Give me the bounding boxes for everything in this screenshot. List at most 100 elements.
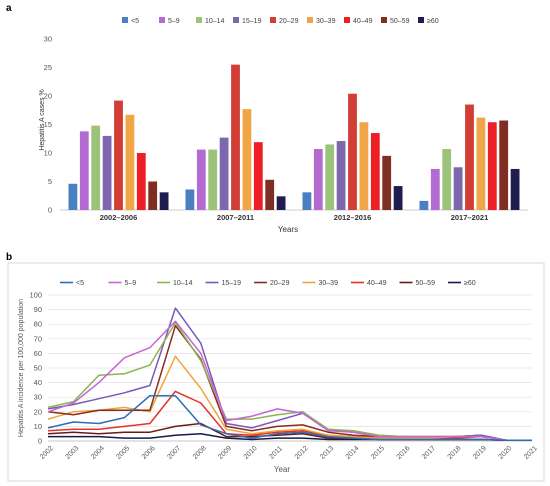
line-chart-panel: <5 5–9 10–14 15–19 20–29 30–39 40–49 50–59 ≥60 H… [18, 280, 539, 474]
bar [453, 167, 463, 210]
x-tick-label: 2015 [370, 445, 386, 461]
x-tick-label: 2021 [523, 445, 539, 461]
line-chart-legend: <5 5–9 10–14 15–19 20–29 30–39 40–49 50–59 ≥60 [60, 280, 476, 287]
y-tick-label: 60 [34, 349, 42, 358]
legend-swatch [196, 17, 202, 23]
legend-swatch [159, 17, 165, 23]
legend-label: 50–59 [416, 280, 436, 287]
line-chart-y-axis-label: Hepatitis A incidence per 100,000 popula… [18, 299, 25, 437]
bar [231, 64, 240, 211]
legend-label: 40–49 [367, 280, 387, 287]
y-tick-label: 90 [34, 305, 42, 314]
series-line [47, 324, 532, 442]
line-chart-x-axis-label: Year [274, 465, 291, 474]
series-line [47, 390, 532, 442]
x-tick-label: 2017 [421, 445, 437, 461]
x-tick-label: 2013 [319, 445, 335, 461]
bar [276, 196, 286, 210]
bar [325, 144, 335, 210]
legend-label: 30–39 [316, 18, 336, 25]
x-tick-label: 2008 [192, 445, 208, 461]
x-tick-label: 2007–2011 [217, 213, 254, 222]
legend-label: 30–39 [319, 280, 339, 287]
bar [336, 141, 346, 210]
legend-label: 5–9 [125, 280, 137, 287]
legend-label: 15–19 [242, 18, 262, 25]
y-tick-label: 0 [48, 206, 52, 215]
bar [359, 122, 369, 210]
x-tick-label: 2014 [345, 445, 361, 461]
legend-label: 20–29 [270, 280, 290, 287]
bar [91, 125, 101, 210]
bar [442, 149, 452, 210]
legend-label: 15–19 [222, 280, 242, 287]
bar [313, 149, 323, 210]
bar [465, 104, 474, 210]
legend-swatch [270, 17, 276, 23]
y-tick-label: 30 [44, 35, 52, 44]
y-tick-label: 15 [44, 120, 52, 129]
line-chart-frame [7, 262, 545, 482]
legend-label: ≥60 [464, 280, 476, 287]
bar [382, 155, 392, 210]
legend-label: 40–49 [353, 18, 373, 25]
x-tick-label: 2012 [294, 445, 310, 461]
legend-swatch [307, 17, 313, 23]
bar-chart-y-axis-label: Hepatitis A cases % [39, 89, 46, 150]
x-tick-label: 2003 [64, 445, 80, 461]
bar [208, 149, 218, 210]
bar [185, 189, 195, 210]
legend-label: ≥60 [427, 18, 439, 25]
x-tick-label: 2018 [447, 445, 463, 461]
legend-label: 10–14 [205, 18, 225, 25]
x-tick-label: 2009 [217, 445, 233, 461]
y-tick-label: 100 [29, 291, 42, 300]
y-tick-label: 20 [34, 407, 42, 416]
legend-label: <5 [76, 280, 84, 287]
y-tick-label: 10 [34, 422, 42, 431]
panel-b-label: b [6, 252, 12, 263]
y-tick-label: 50 [34, 364, 42, 373]
x-tick-label: 2005 [115, 445, 131, 461]
bar-chart-x-axis-label: Years [278, 225, 298, 234]
legend-label: 20–29 [279, 18, 299, 25]
bar [370, 133, 380, 210]
y-tick-label: 20 [44, 92, 52, 101]
y-tick-label: 70 [34, 334, 42, 343]
legend-swatch [233, 17, 239, 23]
legend-label: 50–59 [390, 18, 410, 25]
x-tick-label: 2007 [166, 445, 182, 461]
bar-chart-legend: <5 5–9 10–14 15–19 20–29 30–39 40–49 50–59 ≥60 [122, 17, 439, 25]
x-tick-label: 2010 [243, 445, 259, 461]
bar [499, 120, 509, 210]
series-line [47, 320, 532, 442]
bar [430, 168, 440, 210]
y-tick-label: 5 [48, 177, 52, 186]
bar [348, 93, 357, 210]
y-tick-label: 0 [38, 437, 42, 446]
bar [148, 181, 158, 210]
bar [159, 192, 169, 210]
bar-chart-plot-area: 0 5 10 15 20 25 30 2002–2006 2007–2011 2012–2016 2… [44, 35, 528, 222]
series-line [47, 321, 532, 442]
bar [253, 142, 263, 210]
x-tick-label: 2017–2021 [451, 213, 489, 222]
legend-label: 10–14 [173, 280, 193, 287]
bar [393, 186, 403, 210]
y-tick-label: 40 [34, 378, 42, 387]
bar [302, 192, 312, 210]
bar [419, 200, 429, 210]
x-tick-label: 2012–2016 [334, 213, 372, 222]
bar [510, 168, 520, 210]
bar [476, 117, 486, 210]
series-line [47, 394, 532, 442]
x-tick-label: 2006 [141, 445, 157, 461]
bar [125, 114, 135, 210]
x-tick-label: 2002–2006 [100, 213, 138, 222]
legend-swatch [381, 17, 387, 23]
legend-label: <5 [131, 18, 139, 25]
line-chart-plot-area: 0 10 20 30 40 50 60 70 80 90 100 2002 2003 2004 2005 20… [29, 291, 539, 461]
legend-swatch [344, 17, 350, 23]
bar [68, 183, 78, 210]
